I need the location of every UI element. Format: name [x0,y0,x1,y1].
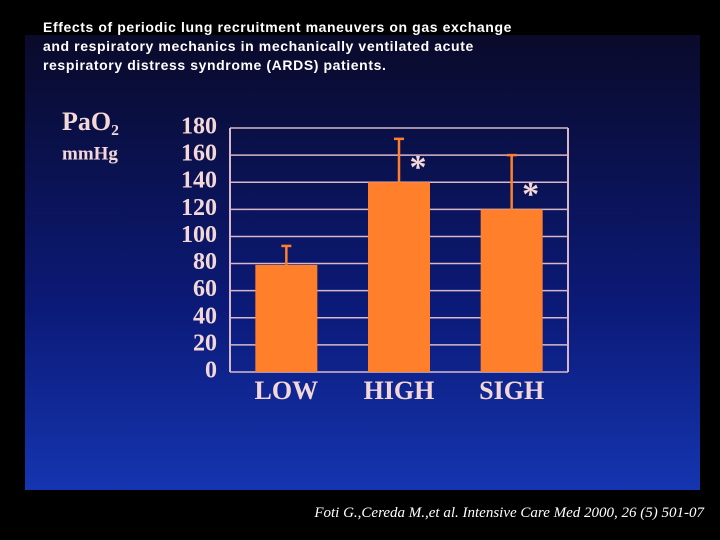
bar [480,209,543,372]
significance-marker: * [522,176,539,213]
significance-marker: * [410,149,427,186]
y-tick-label: 80 [193,249,217,275]
x-tick-label: SIGH [479,376,544,405]
y-tick-label: 60 [193,276,217,302]
y-tick-label: 140 [181,168,217,194]
y-label: PaO₂ [62,107,119,136]
y-tick-label: 40 [193,303,217,329]
y-tick-label: 180 [181,114,217,140]
y-tick-label: 100 [181,222,217,248]
y-tick-label: 120 [181,195,217,221]
bar [368,182,430,372]
y-tick-label: 0 [205,358,217,384]
x-tick-label: HIGH [364,376,435,405]
title: Effects of periodic lung recruitment man… [43,19,512,73]
x-tick-label: LOW [255,376,319,405]
y-units: mmHg [62,143,118,164]
y-tick-label: 160 [181,141,217,167]
y-tick-label: 20 [193,330,217,356]
bar [255,264,318,372]
source: Foti G.,Cereda M.,et al. Intensive Care … [314,505,704,521]
slide-background [25,35,700,490]
